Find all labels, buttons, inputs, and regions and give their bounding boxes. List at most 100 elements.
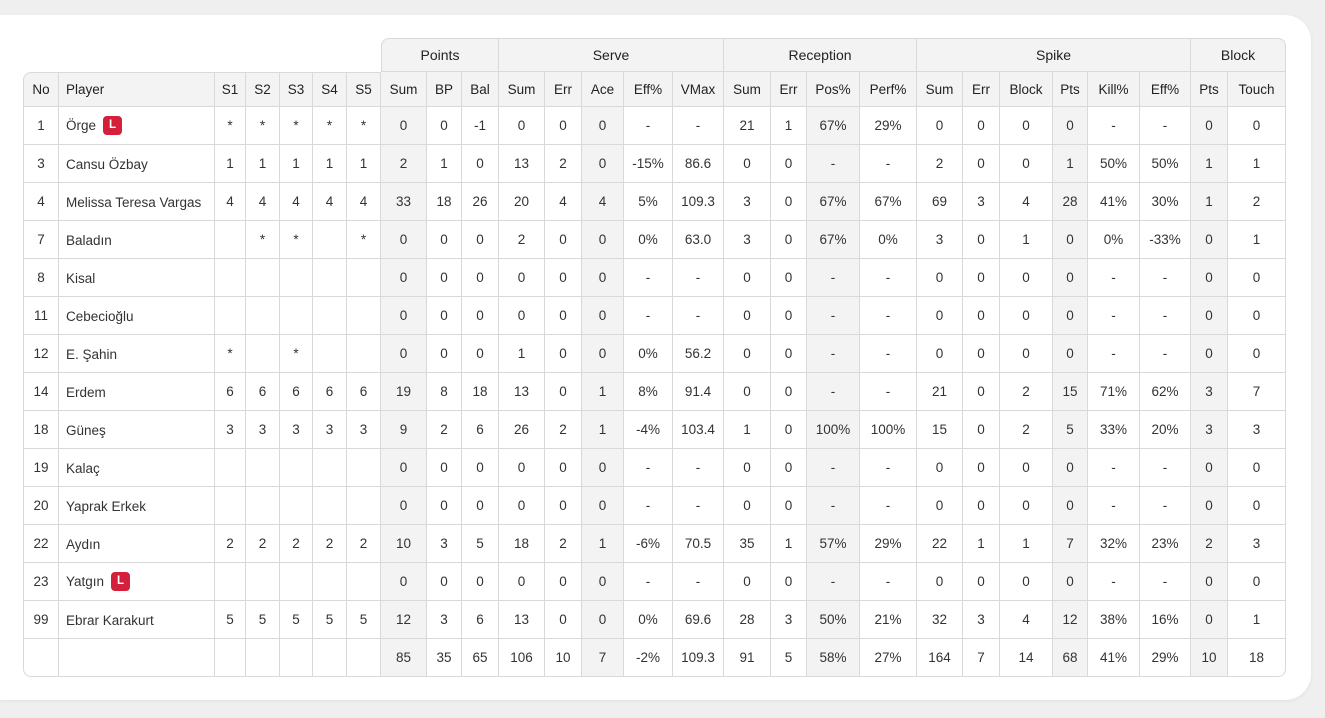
stat-cell: 2: [313, 525, 347, 563]
player-name[interactable]: Melissa Teresa Vargas: [66, 194, 202, 210]
player-name[interactable]: Baladın: [66, 232, 112, 248]
stat-cell: 0%: [860, 221, 917, 259]
stat-cell: 0: [462, 335, 499, 373]
stat-cell: 0: [1228, 449, 1286, 487]
stat-cell: 0: [499, 449, 545, 487]
stat-cell: *: [280, 221, 313, 259]
player-name[interactable]: E. Şahin: [66, 346, 118, 362]
stat-cell: 29%: [860, 525, 917, 563]
stat-cell: 0: [963, 335, 1000, 373]
column-header-block[interactable]: Block: [1000, 72, 1053, 107]
column-header-err[interactable]: Err: [771, 72, 807, 107]
column-header-sum[interactable]: Sum: [917, 72, 963, 107]
stat-cell: -: [860, 563, 917, 601]
stat-cell: 1: [1228, 221, 1286, 259]
stat-cell: 4: [582, 183, 624, 221]
column-header-eff-pct[interactable]: Eff%: [1140, 72, 1191, 107]
column-header-no[interactable]: No: [23, 72, 59, 107]
stat-cell: -: [1140, 335, 1191, 373]
player-name[interactable]: Kalaç: [66, 460, 100, 476]
stat-cell: 0: [963, 259, 1000, 297]
column-header-ace[interactable]: Ace: [582, 72, 624, 107]
player-name[interactable]: Aydın: [66, 536, 101, 552]
stat-cell: 50%: [1140, 145, 1191, 183]
table-row: 18 Güneş 3 3 3 3 3 9 2 6 26 2 1 -4% 103.4 1 0 100% 100% 15 0…: [23, 411, 1286, 449]
stat-cell: 5: [313, 601, 347, 639]
player-rows: 1 Örge L * * * * * 0 0 -1 0 0 0- -21 1 67% 29% 0 0 0 0- -0 0 3 Ca…: [23, 107, 1286, 677]
player-stats-table: Points Serve Reception Spike Block No Player S…: [23, 38, 1286, 677]
column-header-bp[interactable]: BP: [427, 72, 462, 107]
stat-cell: 0: [1191, 107, 1228, 145]
column-header-touch[interactable]: Touch: [1228, 72, 1286, 107]
stat-cell: 65: [462, 639, 499, 677]
stat-cell: 0: [917, 335, 963, 373]
stat-cell: -: [860, 487, 917, 525]
stat-cell: *: [280, 335, 313, 373]
stat-cell: [215, 449, 246, 487]
player-name[interactable]: Erdem: [66, 384, 106, 400]
column-header-pos-pct[interactable]: Pos%: [807, 72, 860, 107]
stat-cell: 5: [771, 639, 807, 677]
player-number-cell: 3: [23, 145, 59, 183]
player-name[interactable]: Cansu Özbay: [66, 156, 148, 172]
column-header-pts[interactable]: Pts: [1053, 72, 1088, 107]
stat-cell: 2: [381, 145, 427, 183]
column-header-kill-pct[interactable]: Kill%: [1088, 72, 1140, 107]
player-number-cell: 1: [23, 107, 59, 145]
player-name[interactable]: Örge: [66, 118, 97, 133]
player-name[interactable]: Yaprak Erkek: [66, 498, 147, 514]
player-name[interactable]: Yatgın: [66, 574, 105, 589]
column-header-err[interactable]: Err: [545, 72, 582, 107]
stat-cell: 0: [427, 107, 462, 145]
stat-cell: 0: [381, 107, 427, 145]
stat-cell: 0: [771, 297, 807, 335]
column-header-perf-pct[interactable]: Perf%: [860, 72, 917, 107]
stat-cell: 0: [1053, 259, 1088, 297]
column-header-bal[interactable]: Bal: [462, 72, 499, 107]
stat-cell: [347, 297, 381, 335]
stat-cell: 26: [499, 411, 545, 449]
stat-cell: 0: [381, 335, 427, 373]
player-name[interactable]: Kisal: [66, 270, 96, 286]
stat-cell: 18: [462, 373, 499, 411]
stat-cell: [246, 297, 280, 335]
stat-cell: 0: [917, 259, 963, 297]
stat-cell: 18: [1228, 639, 1286, 677]
column-header-s5[interactable]: S5: [347, 72, 381, 107]
column-header-s2[interactable]: S2: [246, 72, 280, 107]
column-header-sum[interactable]: Sum: [499, 72, 545, 107]
column-header-eff-pct[interactable]: Eff%: [624, 72, 673, 107]
stat-cell: 3: [427, 525, 462, 563]
stat-cell: -: [1140, 487, 1191, 525]
player-name[interactable]: Cebecioğlu: [66, 308, 134, 324]
stat-cell: [215, 297, 246, 335]
stat-cell: 100%: [860, 411, 917, 449]
stat-cell: 2: [1191, 525, 1228, 563]
column-header-sum[interactable]: Sum: [381, 72, 427, 107]
column-header-sum[interactable]: Sum: [724, 72, 771, 107]
column-header-err[interactable]: Err: [963, 72, 1000, 107]
column-header-s4[interactable]: S4: [313, 72, 347, 107]
stat-cell: 0: [963, 145, 1000, 183]
table-row: 11 Cebecioğlu 0 0 0 0 0 0- -0 0- -0 0 0 0- -0 0: [23, 297, 1286, 335]
stat-cell: 0: [963, 563, 1000, 601]
stat-cell: -: [1140, 107, 1191, 145]
player-number-cell: 22: [23, 525, 59, 563]
player-name[interactable]: Güneş: [66, 422, 106, 438]
column-header-pts[interactable]: Pts: [1191, 72, 1228, 107]
stat-cell: 33%: [1088, 411, 1140, 449]
table-row: 20 Yaprak Erkek 0 0 0 0 0 0- -0 0- -0 0 0 0- -0 0: [23, 487, 1286, 525]
stat-cell: [215, 221, 246, 259]
stat-cell: 0: [1000, 107, 1053, 145]
stat-cell: 0: [917, 449, 963, 487]
column-header-s3[interactable]: S3: [280, 72, 313, 107]
stat-cell: 3: [347, 411, 381, 449]
column-header-s1[interactable]: S1: [215, 72, 246, 107]
column-header-player[interactable]: Player: [59, 72, 215, 107]
stat-cell: [246, 335, 280, 373]
column-header-vmax[interactable]: VMax: [673, 72, 724, 107]
stat-cell: 0: [1053, 563, 1088, 601]
player-name[interactable]: Ebrar Karakurt: [66, 612, 154, 628]
stat-cell: 0: [1053, 297, 1088, 335]
libero-badge: L: [103, 116, 123, 135]
